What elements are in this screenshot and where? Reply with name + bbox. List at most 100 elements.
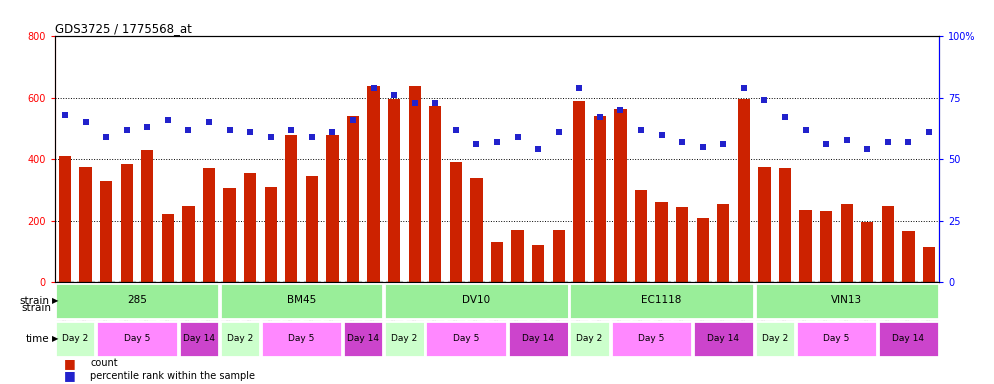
Bar <box>179 321 219 357</box>
Point <box>777 114 793 121</box>
Bar <box>264 187 277 282</box>
Text: Day 2: Day 2 <box>577 334 602 343</box>
Bar <box>220 283 384 319</box>
Text: DV10: DV10 <box>462 295 490 305</box>
Bar <box>244 173 256 282</box>
Point <box>674 139 690 145</box>
Bar <box>347 116 359 282</box>
Bar <box>182 206 195 282</box>
Point <box>181 127 197 133</box>
Point <box>139 124 155 131</box>
Text: ▶: ▶ <box>52 334 59 343</box>
Point <box>510 134 526 140</box>
Point <box>468 141 484 147</box>
Bar <box>55 321 95 357</box>
Point <box>78 119 93 126</box>
Point <box>839 136 855 142</box>
Bar <box>610 321 692 357</box>
Text: ■: ■ <box>64 369 76 382</box>
Text: Day 2: Day 2 <box>392 334 417 343</box>
Bar <box>676 207 688 282</box>
Text: count: count <box>90 358 117 368</box>
Bar <box>878 321 939 357</box>
Bar <box>59 156 72 282</box>
Bar <box>162 214 174 282</box>
Bar <box>779 169 791 282</box>
Point <box>118 127 134 133</box>
Bar <box>511 230 524 282</box>
Text: Day 14: Day 14 <box>347 334 380 343</box>
Point <box>591 114 607 121</box>
Text: Day 14: Day 14 <box>708 334 740 343</box>
Point <box>427 100 443 106</box>
Point <box>283 127 299 133</box>
Bar <box>120 164 133 282</box>
Text: GDS3725 / 1775568_at: GDS3725 / 1775568_at <box>55 22 192 35</box>
Text: Day 2: Day 2 <box>227 334 252 343</box>
Text: strain: strain <box>22 303 52 313</box>
Point <box>818 141 834 147</box>
Bar <box>574 101 585 282</box>
Text: BM45: BM45 <box>287 295 316 305</box>
Bar <box>368 86 380 282</box>
Text: Day 5: Day 5 <box>288 334 315 343</box>
Text: Day 5: Day 5 <box>638 334 664 343</box>
Bar <box>758 167 770 282</box>
Bar <box>796 321 877 357</box>
Text: Day 5: Day 5 <box>823 334 850 343</box>
Point <box>530 146 546 152</box>
Point <box>633 127 649 133</box>
Bar <box>260 321 342 357</box>
Bar <box>655 202 668 282</box>
Text: time: time <box>26 334 50 344</box>
Text: ▶: ▶ <box>52 296 59 305</box>
Bar <box>922 247 935 282</box>
Bar <box>385 321 424 357</box>
Point <box>160 117 176 123</box>
Text: Day 5: Day 5 <box>124 334 150 343</box>
Bar <box>203 169 215 282</box>
Bar <box>385 283 569 319</box>
Point <box>407 100 422 106</box>
Bar <box>224 189 236 282</box>
Point <box>612 107 628 113</box>
Bar <box>220 321 260 357</box>
Bar <box>570 321 609 357</box>
Bar <box>141 150 153 282</box>
Point <box>880 139 896 145</box>
Text: EC1118: EC1118 <box>641 295 682 305</box>
Bar <box>388 99 401 282</box>
Bar <box>570 283 753 319</box>
Text: Day 14: Day 14 <box>522 334 554 343</box>
Bar <box>593 116 606 282</box>
Bar <box>693 321 753 357</box>
Point <box>489 139 505 145</box>
Text: strain: strain <box>20 296 50 306</box>
Bar <box>470 178 483 282</box>
Bar <box>614 109 626 282</box>
Point <box>551 129 567 135</box>
Point <box>304 134 320 140</box>
Point <box>448 127 464 133</box>
Bar <box>697 217 709 282</box>
Text: Day 14: Day 14 <box>183 334 215 343</box>
Point <box>57 112 73 118</box>
Point <box>797 127 813 133</box>
Bar <box>306 176 318 282</box>
Point <box>222 127 238 133</box>
Point <box>736 85 751 91</box>
Bar <box>80 167 91 282</box>
Text: Day 14: Day 14 <box>893 334 924 343</box>
Bar <box>100 181 112 282</box>
Bar <box>754 283 939 319</box>
Point <box>366 85 382 91</box>
Bar <box>553 230 565 282</box>
Text: 285: 285 <box>127 295 147 305</box>
Bar <box>754 321 795 357</box>
Text: Day 2: Day 2 <box>761 334 788 343</box>
Bar <box>409 86 420 282</box>
Bar <box>343 321 384 357</box>
Point <box>901 139 916 145</box>
Point <box>98 134 114 140</box>
Bar <box>425 321 507 357</box>
